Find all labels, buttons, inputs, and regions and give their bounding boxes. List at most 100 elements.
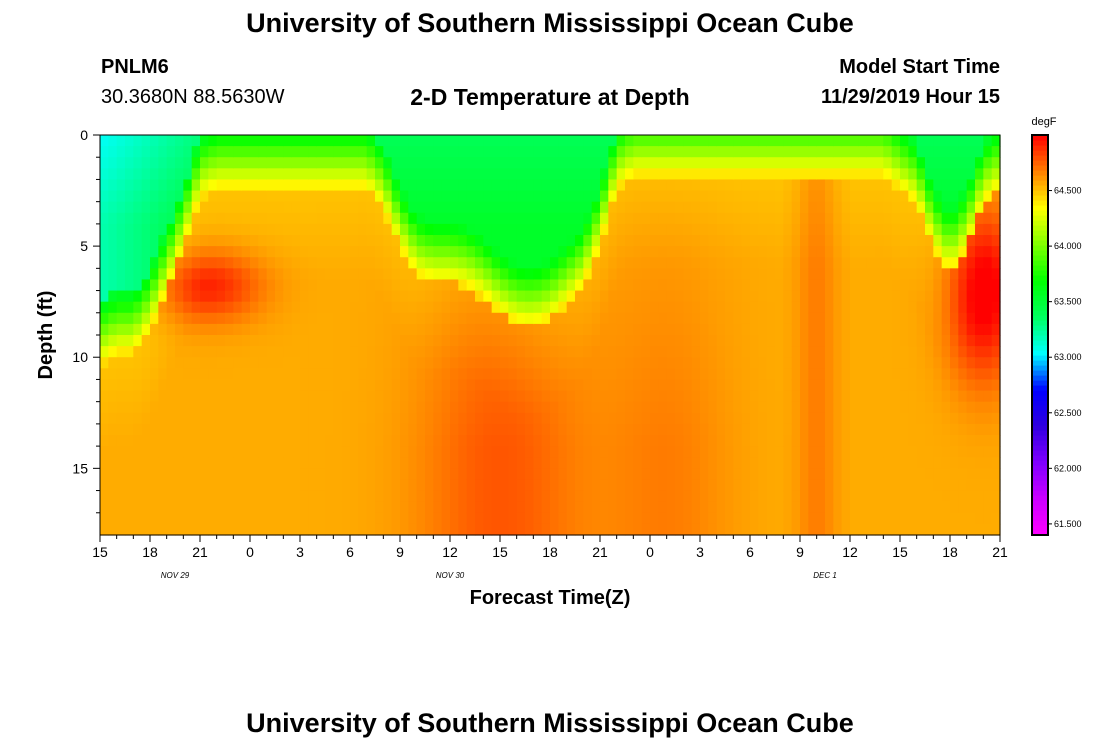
heatmap-cell	[775, 401, 784, 414]
heatmap-cell	[533, 212, 543, 225]
heatmap-cell	[475, 135, 484, 147]
heatmap-cell	[916, 290, 926, 303]
colorbar-segment	[1032, 335, 1048, 341]
heatmap-cell	[725, 323, 734, 336]
heatmap-cell	[391, 390, 401, 403]
heatmap-cell	[366, 268, 376, 281]
heatmap-cell	[250, 379, 259, 392]
heatmap-cell	[808, 212, 818, 225]
heatmap-cell	[816, 368, 826, 381]
heatmap-cell	[291, 212, 301, 225]
heatmap-cell	[841, 235, 851, 247]
heatmap-cell	[133, 357, 143, 369]
heatmap-cell	[258, 235, 268, 247]
heatmap-cell	[325, 190, 334, 203]
heatmap-cell	[950, 235, 959, 247]
heatmap-cell	[716, 401, 726, 414]
heatmap-cell	[791, 246, 801, 258]
heatmap-cell	[225, 479, 234, 492]
heatmap-cell	[175, 346, 184, 358]
heatmap-cell	[950, 501, 959, 514]
heatmap-cell	[108, 168, 118, 181]
heatmap-cell	[591, 423, 601, 436]
heatmap-cell	[700, 301, 709, 314]
heatmap-cell	[400, 468, 409, 481]
heatmap-cell	[875, 390, 884, 403]
heatmap-cell	[708, 235, 718, 247]
heatmap-cell	[175, 268, 184, 281]
heatmap-cell	[991, 257, 1001, 269]
heatmap-cell	[208, 268, 218, 281]
heatmap-cell	[150, 157, 159, 169]
heatmap-cell	[741, 168, 751, 181]
heatmap-cell	[950, 157, 959, 169]
heatmap-cell	[941, 323, 951, 336]
heatmap-cell	[825, 168, 834, 181]
heatmap-cell	[583, 257, 593, 269]
heatmap-cell	[258, 379, 268, 392]
heatmap-cell	[758, 312, 768, 325]
heatmap-cell	[308, 201, 318, 214]
heatmap-cell	[800, 412, 809, 425]
heatmap-cell	[483, 235, 493, 247]
heatmap-cell	[908, 446, 918, 458]
heatmap-cell	[258, 479, 268, 492]
heatmap-cell	[300, 523, 309, 536]
heatmap-cell	[575, 168, 584, 181]
heatmap-cell	[408, 212, 418, 225]
heatmap-cell	[200, 379, 209, 392]
heatmap-cell	[683, 223, 693, 236]
heatmap-cell	[108, 390, 118, 403]
heatmap-cell	[458, 146, 468, 158]
heatmap-cell	[258, 490, 268, 503]
heatmap-cell	[458, 412, 468, 425]
heatmap-cell	[941, 301, 951, 314]
heatmap-cell	[600, 401, 609, 414]
heatmap-cell	[966, 268, 976, 281]
heatmap-cell	[933, 401, 943, 414]
heatmap-cell	[975, 512, 984, 525]
heatmap-cell	[791, 201, 801, 214]
heatmap-cell	[641, 523, 651, 536]
heatmap-cell	[375, 268, 384, 281]
heatmap-cell	[525, 457, 534, 469]
heatmap-cell	[375, 335, 384, 347]
heatmap-cell	[350, 168, 359, 181]
heatmap-cell	[275, 401, 284, 414]
heatmap-cell	[616, 446, 626, 458]
heatmap-cell	[108, 323, 118, 336]
heatmap-cell	[916, 201, 926, 214]
heatmap-cell	[441, 257, 451, 269]
heatmap-cell	[933, 501, 943, 514]
heatmap-cell	[566, 523, 576, 536]
heatmap-cell	[725, 512, 734, 525]
heatmap-cell	[608, 279, 618, 292]
heatmap-cell	[141, 135, 151, 147]
heatmap-cell	[525, 390, 534, 403]
heatmap-cell	[350, 246, 359, 258]
colorbar-segment	[1032, 300, 1048, 306]
heatmap-cell	[608, 501, 618, 514]
heatmap-cell	[891, 368, 901, 381]
heatmap-cell	[725, 435, 734, 447]
heatmap-cell	[475, 357, 484, 369]
heatmap-cell	[250, 246, 259, 258]
heatmap-cell	[666, 435, 676, 447]
heatmap-cell	[908, 357, 918, 369]
heatmap-cell	[850, 346, 859, 358]
heatmap-cell	[141, 490, 151, 503]
heatmap-cell	[350, 501, 359, 514]
heatmap-cell	[800, 357, 809, 369]
heatmap-cell	[275, 490, 284, 503]
heatmap-cell	[816, 268, 826, 281]
heatmap-cell	[391, 135, 401, 147]
heatmap-cell	[533, 523, 543, 536]
heatmap-cell	[641, 146, 651, 158]
heatmap-cell	[975, 201, 984, 214]
heatmap-cell	[950, 246, 959, 258]
heatmap-cell	[283, 290, 293, 303]
heatmap-cell	[383, 168, 393, 181]
heatmap-cell	[100, 246, 109, 258]
heatmap-cell	[300, 435, 309, 447]
heatmap-cell	[416, 512, 426, 525]
